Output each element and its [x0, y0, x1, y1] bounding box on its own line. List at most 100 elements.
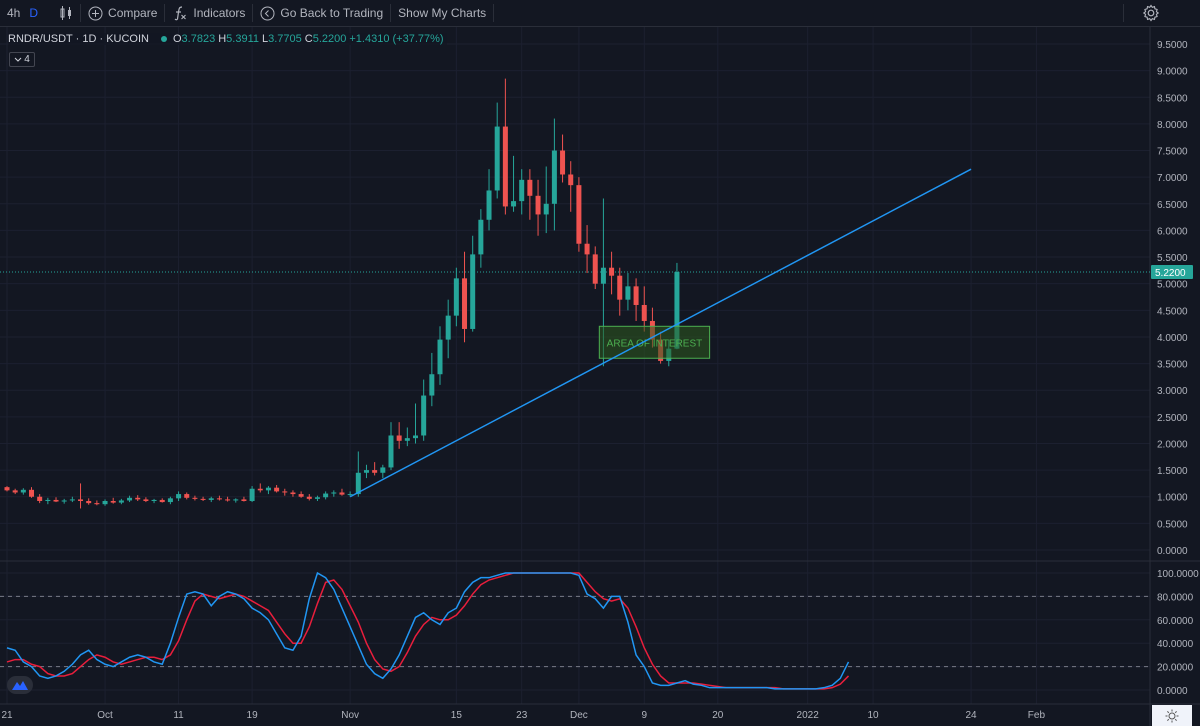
toolbar-divider [80, 4, 82, 22]
interval-4h-button[interactable]: 4h [0, 0, 27, 26]
time-tick-label: Nov [341, 710, 359, 721]
time-axis[interactable]: 21 Oct 11 19 Nov 15 23 Dec 9 20 2022 10 24 Feb [1, 710, 1045, 721]
candle-body [347, 494, 353, 496]
time-tick-label: Dec [570, 710, 588, 721]
candle-body [216, 498, 222, 500]
price-axis[interactable]: 9.5000 9.0000 8.5000 8.0000 7.5000 7.0000 6.50… [1151, 40, 1199, 697]
price-tick-label: 5.5000 [1157, 253, 1188, 264]
candle-body [208, 498, 214, 500]
trendline[interactable] [349, 168, 972, 498]
change-value: +1.4310 (+37.77%) [349, 33, 444, 45]
candle-body [306, 496, 312, 499]
stochastic-tick-label: 80.0000 [1157, 592, 1194, 603]
close-label: C [304, 33, 313, 45]
last-price-label: 5.2200 [1155, 268, 1186, 279]
go-back-to-trading-button[interactable]: Go Back to Trading [253, 0, 390, 26]
price-tick-label: 0.5000 [1157, 519, 1188, 530]
candle-body [86, 500, 92, 504]
price-tick-label: 9.5000 [1157, 40, 1188, 51]
candle-body [404, 438, 410, 441]
interval-d-label: D [29, 6, 39, 20]
symbol-title[interactable]: RNDR/USDT · 1D · KUCOIN [8, 33, 149, 45]
candle-body [4, 487, 10, 491]
high-value: 5.3911 [226, 33, 259, 45]
candle-body [290, 492, 296, 495]
price-tick-label: 5.0000 [1157, 280, 1188, 291]
interval-4h-label: 4h [7, 6, 21, 20]
grid [0, 27, 1200, 726]
candles-icon [60, 6, 72, 20]
candle-body [355, 472, 361, 495]
time-tick-label: 15 [451, 710, 463, 721]
low-label: L [261, 33, 269, 45]
toolbar-divider [493, 4, 495, 22]
plus-circle-icon [88, 6, 103, 20]
candle-body [20, 489, 26, 493]
candles [4, 78, 680, 509]
indicator-collapse-button[interactable]: 4 [9, 52, 35, 67]
candle-body [625, 286, 631, 300]
candle-body [527, 179, 533, 196]
candle-body [135, 497, 141, 500]
price-tick-label: 7.0000 [1157, 173, 1188, 184]
candle-body [600, 267, 606, 284]
price-tick-label: 4.5000 [1157, 306, 1188, 317]
price-tick-label: 7.5000 [1157, 147, 1188, 158]
candle-body [421, 395, 427, 436]
candle-body [12, 490, 18, 493]
last-price-tag [1151, 264, 1193, 279]
candle-body [118, 500, 124, 503]
time-tick-label: 21 [1, 710, 13, 721]
time-tick-label: Oct [97, 710, 113, 721]
drawings[interactable]: AREA OF INTEREST [349, 168, 972, 498]
price-tick-label: 6.0000 [1157, 226, 1188, 237]
candle-body [453, 278, 459, 316]
price-tick-label: 3.5000 [1157, 360, 1188, 371]
candle-body [159, 499, 165, 503]
candle-body [413, 435, 418, 439]
chevron-down-icon [14, 57, 22, 62]
price-tick-label: 0.0000 [1157, 546, 1188, 557]
candle-body [641, 304, 647, 321]
candle-body [331, 492, 337, 494]
candle-body [143, 499, 149, 501]
stochastic-tick-label: 60.0000 [1157, 616, 1194, 627]
candle-body [551, 150, 557, 204]
collapsed-count: 4 [24, 54, 30, 65]
candle-body [127, 497, 133, 501]
candle-body [429, 374, 435, 396]
candle-body [61, 500, 67, 502]
candle-body [339, 492, 345, 495]
tradingview-logo-icon[interactable] [7, 676, 33, 694]
stochastic-tick-label: 40.0000 [1157, 639, 1194, 650]
candle-body [462, 278, 468, 329]
open-value: 3.7823 [181, 33, 216, 45]
indicators-button[interactable]: Indicators [165, 0, 252, 26]
function-icon [174, 6, 187, 21]
zone-label: AREA OF INTEREST [607, 338, 703, 349]
compare-button[interactable]: Compare [81, 0, 164, 26]
show-my-charts-button[interactable]: Show My Charts [391, 0, 493, 26]
toolbar-divider [252, 4, 254, 22]
stochastic-tick-label: 20.0000 [1157, 663, 1194, 674]
candle-body [69, 499, 75, 501]
auto-scale-toggle[interactable] [1152, 705, 1192, 726]
candle-body [437, 339, 443, 375]
candle-body [519, 179, 525, 202]
settings-button[interactable] [1142, 0, 1160, 26]
price-tick-label: 8.5000 [1157, 93, 1188, 104]
stochastic-tick-label: 100.0000 [1157, 569, 1199, 580]
interval-d-button[interactable]: D [27, 0, 45, 26]
candle-body [511, 201, 517, 207]
area-of-interest-zone[interactable] [598, 325, 711, 359]
top-toolbar: 4h D Compare Indicators Go Back to Tradi… [0, 0, 1200, 27]
time-tick-label: 2022 [797, 710, 820, 721]
candle-body [265, 487, 271, 491]
toolbar-divider [1123, 4, 1124, 22]
candle-body [233, 499, 239, 501]
candle-body [298, 494, 304, 497]
indicators-label: Indicators [193, 6, 246, 20]
candle-style-button[interactable] [45, 0, 80, 26]
candle-body [478, 219, 484, 255]
